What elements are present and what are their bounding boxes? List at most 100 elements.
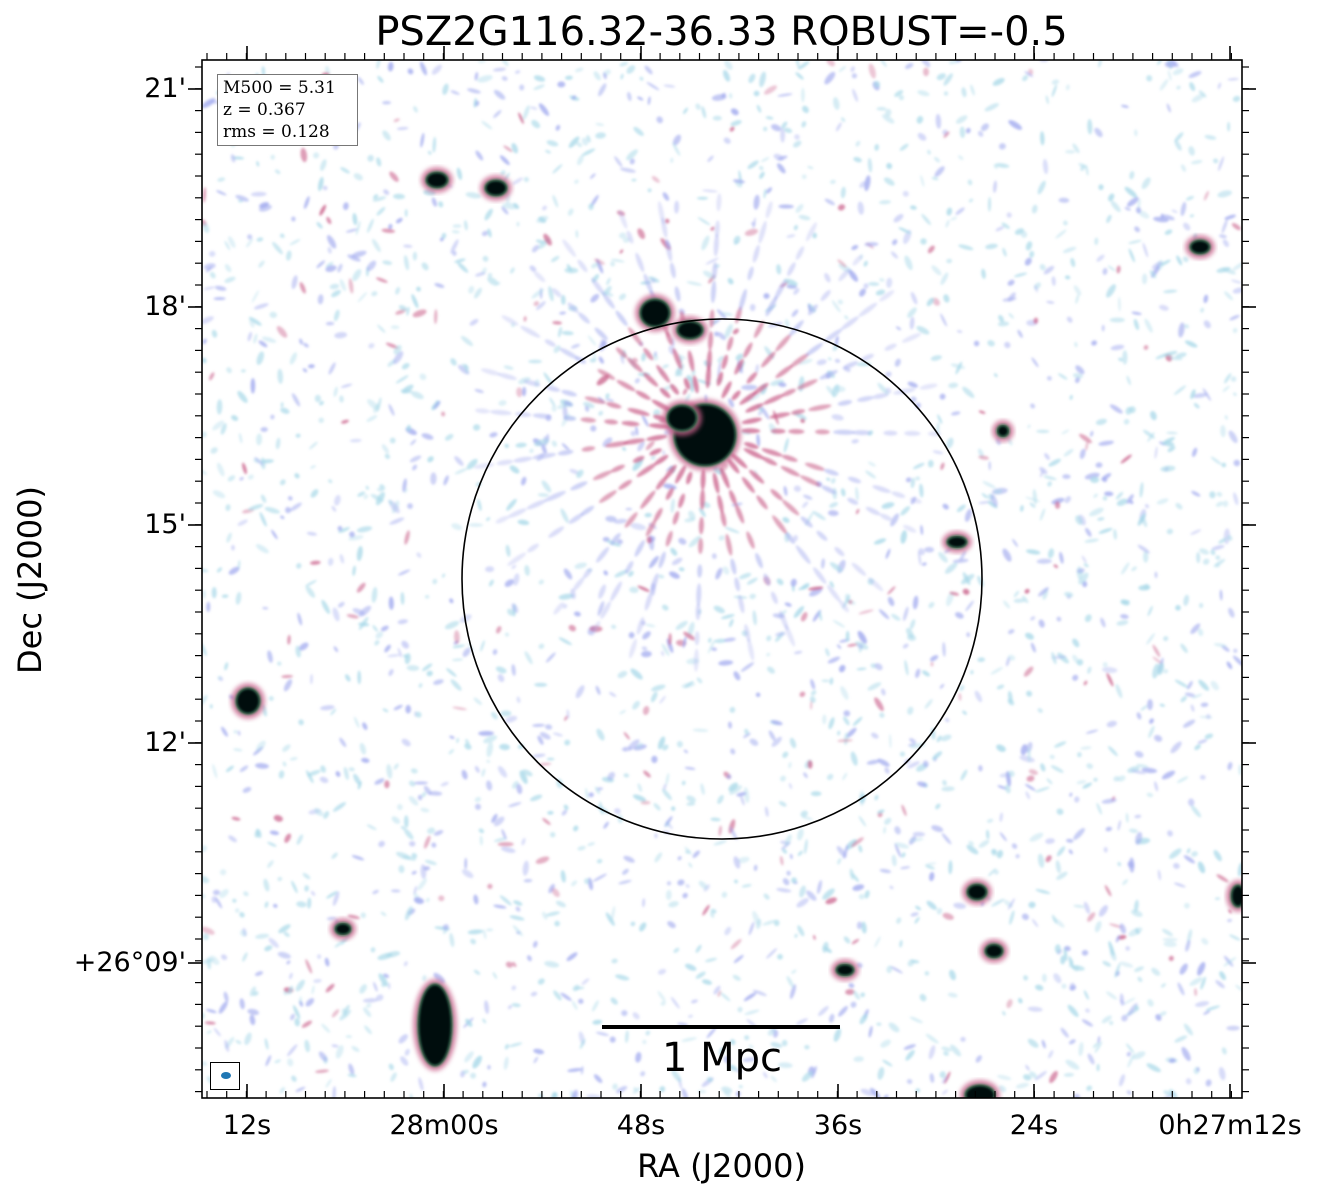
noise-speckle bbox=[362, 722, 368, 731]
sidelobe-streak bbox=[599, 490, 617, 503]
noise-speckle bbox=[846, 727, 857, 738]
noise-speckle bbox=[216, 399, 223, 415]
sidelobe-streak bbox=[852, 255, 863, 266]
sidelobe-streak bbox=[752, 244, 760, 263]
noise-speckle bbox=[267, 841, 277, 847]
noise-speckle bbox=[404, 209, 408, 217]
noise-speckle bbox=[338, 527, 350, 533]
noise-speckle bbox=[521, 476, 527, 486]
noise-speckle bbox=[216, 190, 227, 196]
noise-speckle bbox=[593, 71, 601, 81]
sidelobe-streak bbox=[721, 354, 728, 370]
noise-speckle bbox=[565, 75, 573, 80]
sidelobe-streak bbox=[744, 442, 759, 449]
noise-speckle bbox=[1081, 1019, 1093, 1027]
noise-speckle bbox=[487, 883, 493, 890]
noise-speckle bbox=[581, 978, 590, 985]
noise-speckle bbox=[795, 72, 804, 80]
noise-speckle bbox=[1160, 213, 1164, 219]
noise-speckle bbox=[209, 955, 220, 965]
noise-speckle bbox=[999, 832, 1007, 842]
noise-speckle bbox=[643, 770, 651, 778]
noise-speckle bbox=[948, 382, 959, 389]
noise-speckle bbox=[574, 562, 587, 569]
sidelobe-streak bbox=[670, 262, 676, 279]
sidelobe-streak bbox=[840, 316, 859, 330]
noise-speckle bbox=[799, 691, 806, 697]
noise-speckle bbox=[1129, 500, 1134, 505]
sidelobe-streak bbox=[741, 428, 761, 434]
noise-speckle bbox=[1065, 149, 1076, 154]
noise-speckle bbox=[781, 121, 788, 129]
noise-speckle bbox=[763, 1071, 768, 1079]
noise-speckle bbox=[334, 494, 341, 506]
noise-speckle bbox=[867, 682, 882, 691]
noise-speckle bbox=[958, 692, 962, 701]
noise-speckle bbox=[1185, 195, 1195, 201]
noise-speckle bbox=[924, 546, 935, 553]
noise-speckle bbox=[351, 1046, 360, 1052]
noise-speckle bbox=[890, 966, 903, 974]
sidelobe-streak bbox=[557, 449, 574, 456]
noise-speckle bbox=[822, 888, 835, 900]
noise-speckle bbox=[864, 242, 879, 247]
noise-speckle bbox=[341, 1008, 348, 1017]
noise-speckle bbox=[513, 900, 523, 906]
noise-speckle bbox=[403, 244, 413, 248]
sidelobe-streak bbox=[655, 476, 668, 490]
sidelobe-streak bbox=[741, 417, 762, 425]
sidelobe-streak bbox=[839, 600, 849, 613]
noise-speckle bbox=[825, 648, 830, 657]
noise-speckle bbox=[334, 938, 346, 948]
noise-speckle bbox=[770, 124, 782, 132]
noise-speckle bbox=[821, 558, 825, 569]
noise-speckle bbox=[1190, 623, 1201, 634]
noise-speckle bbox=[1094, 1041, 1103, 1054]
noise-speckle bbox=[993, 180, 997, 193]
noise-speckle bbox=[451, 658, 464, 662]
noise-speckle bbox=[1072, 654, 1080, 664]
noise-speckle bbox=[776, 578, 784, 586]
noise-speckle bbox=[1097, 517, 1105, 521]
noise-speckle bbox=[249, 1014, 256, 1026]
sidelobe-streak bbox=[653, 507, 663, 522]
noise-speckle bbox=[498, 400, 507, 406]
noise-speckle bbox=[778, 204, 794, 209]
sidelobe-streak bbox=[693, 648, 699, 672]
noise-speckle bbox=[737, 1006, 743, 1013]
source-core bbox=[419, 985, 451, 1065]
noise-speckle bbox=[867, 461, 876, 467]
noise-speckle bbox=[464, 1051, 474, 1063]
noise-speckle bbox=[367, 154, 374, 162]
noise-speckle bbox=[667, 921, 676, 929]
noise-speckle bbox=[260, 494, 267, 503]
noise-speckle bbox=[851, 244, 859, 251]
noise-speckle bbox=[642, 631, 651, 640]
noise-speckle bbox=[1075, 293, 1080, 305]
noise-speckle bbox=[1003, 600, 1011, 609]
noise-speckle bbox=[1233, 648, 1238, 653]
sidelobe-streak bbox=[650, 573, 659, 592]
sidelobe-streak bbox=[572, 577, 585, 592]
noise-speckle bbox=[531, 288, 545, 299]
noise-speckle bbox=[773, 919, 780, 927]
sidelobe-streak bbox=[791, 409, 806, 415]
noise-speckle bbox=[255, 763, 269, 769]
sidelobe-streak bbox=[616, 380, 636, 392]
noise-speckle bbox=[1039, 470, 1044, 478]
noise-speckle bbox=[718, 1047, 725, 1056]
noise-speckle bbox=[1141, 177, 1151, 190]
noise-speckle bbox=[1115, 935, 1121, 943]
noise-speckle bbox=[1084, 614, 1092, 623]
noise-speckle bbox=[504, 632, 510, 637]
noise-speckle bbox=[577, 154, 584, 166]
noise-speckle bbox=[264, 901, 269, 908]
noise-speckle bbox=[609, 691, 617, 697]
noise-speckle bbox=[778, 382, 787, 388]
noise-speckle bbox=[1056, 808, 1064, 815]
noise-speckle bbox=[874, 936, 881, 948]
noise-speckle bbox=[1125, 1043, 1135, 1054]
noise-speckle bbox=[511, 142, 518, 154]
noise-speckle bbox=[922, 670, 930, 677]
noise-speckle bbox=[939, 683, 945, 689]
